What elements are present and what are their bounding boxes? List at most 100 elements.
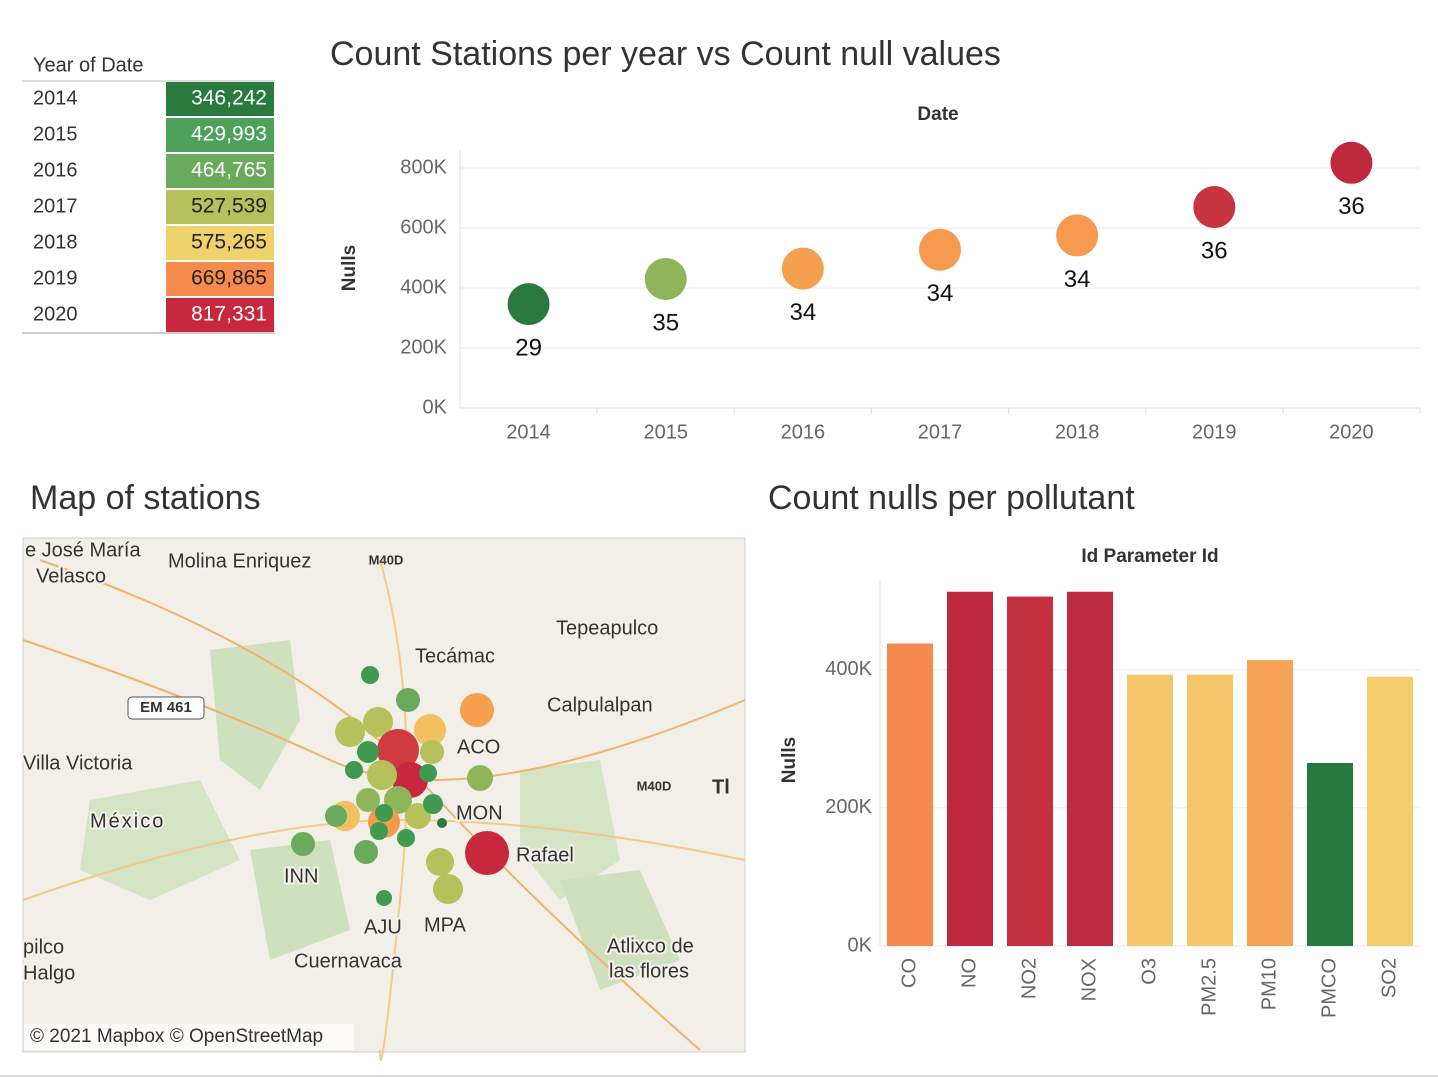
map-label: Villa Victoria <box>23 752 133 774</box>
station <box>426 848 454 876</box>
station <box>433 874 463 904</box>
dot <box>919 228 961 271</box>
map-label: M40D <box>637 778 672 793</box>
y-axis-title: Nulls <box>779 737 800 783</box>
y-tick-label: 400K <box>400 276 447 298</box>
station <box>335 717 365 747</box>
map-label: Atlixco de <box>607 935 694 957</box>
station <box>420 740 444 764</box>
cell-label: 669,865 <box>191 267 267 290</box>
bar <box>887 643 933 946</box>
station <box>291 832 315 856</box>
map-label: Velasco <box>36 565 106 587</box>
cell-label: 346,242 <box>191 87 267 110</box>
bar <box>1127 674 1173 946</box>
map-label: M40D <box>369 552 404 567</box>
x-axis-title: Id Parameter Id <box>1081 546 1218 567</box>
station <box>375 804 393 822</box>
row-label: 2019 <box>33 267 78 289</box>
dot <box>1193 186 1236 229</box>
station <box>356 788 380 812</box>
chart-title: Count nulls per pollutant <box>768 479 1135 517</box>
station <box>437 818 447 828</box>
x-tick-label: SO2 <box>1378 958 1400 998</box>
station <box>361 666 379 684</box>
station <box>345 761 363 779</box>
map-label: las flores <box>609 960 689 982</box>
cell <box>166 82 274 116</box>
station <box>423 794 443 814</box>
map-label: México <box>90 810 165 832</box>
y-axis-title: Nulls <box>339 245 360 291</box>
map-label: ACO <box>457 736 500 758</box>
road <box>22 639 746 781</box>
y-tick-label: 0K <box>423 396 448 418</box>
data-label: 35 <box>652 309 679 336</box>
data-label: 34 <box>927 280 954 307</box>
map-label: AJU <box>364 916 402 938</box>
y-tick-label: 400K <box>825 658 872 680</box>
table-header: Year of Date <box>33 54 143 76</box>
station <box>377 729 419 771</box>
map-label: Tl <box>712 776 730 798</box>
cell <box>166 154 274 188</box>
map-label: Cuernavaca <box>294 950 403 972</box>
terrain <box>80 780 240 900</box>
station <box>419 764 437 782</box>
cell-label: 464,765 <box>191 159 267 182</box>
bar <box>947 591 993 946</box>
chart-title: Count Stations per year vs Count null va… <box>330 35 1001 73</box>
terrain <box>520 760 620 900</box>
terrain <box>250 840 350 960</box>
data-label: 34 <box>1064 266 1091 293</box>
bar <box>1187 674 1233 946</box>
map-attribution[interactable]: © 2021 Mapbox © OpenStreetMap <box>30 1026 323 1047</box>
map-label: Rafael <box>516 844 574 866</box>
row-label: 2014 <box>33 87 78 109</box>
station <box>376 890 392 906</box>
road-shield <box>127 696 205 720</box>
data-label: 36 <box>1338 193 1365 220</box>
cell <box>166 298 274 332</box>
station <box>397 829 415 847</box>
x-tick-label: O3 <box>1138 958 1160 985</box>
dot <box>644 258 687 301</box>
map-label: EM 461 <box>140 699 192 716</box>
y-tick-label: 800K <box>400 156 447 178</box>
bar <box>1247 660 1293 946</box>
station <box>370 822 388 840</box>
row-label: 2016 <box>33 159 78 181</box>
station <box>460 693 494 727</box>
station <box>414 714 446 746</box>
row-label: 2018 <box>33 231 78 253</box>
map: e José María Velasco Molina Enriquez M40… <box>21 537 746 1061</box>
x-tick-label: 2017 <box>918 421 963 443</box>
map-label: Tepeapulco <box>556 617 658 639</box>
x-tick-label: 2015 <box>643 421 688 443</box>
map-label: Halgo <box>23 962 75 984</box>
y-tick-label: 600K <box>400 216 447 238</box>
dot <box>1330 141 1373 184</box>
map-label: e José María <box>25 539 141 561</box>
x-tick-label: 2014 <box>506 421 551 443</box>
map-label: INN <box>284 865 318 887</box>
cell-label: 429,993 <box>191 123 267 146</box>
x-tick-label: NO2 <box>1018 958 1040 999</box>
cell <box>166 190 274 224</box>
station <box>357 741 379 763</box>
y-tick-label: 0K <box>848 934 873 956</box>
bar <box>1307 763 1353 946</box>
road <box>379 559 408 1061</box>
x-tick-label: NOX <box>1078 958 1100 1001</box>
cell-label: 817,331 <box>191 303 267 326</box>
station <box>325 805 347 827</box>
x-tick-label: CO <box>898 958 920 988</box>
x-tick-label: 2018 <box>1055 421 1100 443</box>
x-tick-label: 2020 <box>1329 421 1374 443</box>
station <box>405 803 431 829</box>
cell <box>166 226 274 260</box>
x-tick-label: PM2.5 <box>1198 958 1220 1016</box>
map-label: Tecámac <box>415 645 495 667</box>
map-label: Molina Enriquez <box>168 550 311 572</box>
